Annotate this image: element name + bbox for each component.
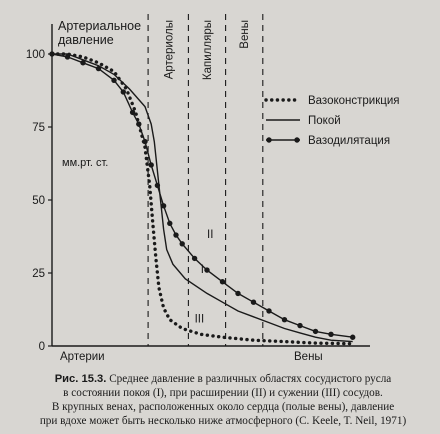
legend-label: Вазодилятация: [308, 135, 390, 147]
series-line-rest: [52, 53, 353, 343]
series-point-vasodilation: [120, 89, 127, 95]
legend-label: Вазоконстрикция: [308, 95, 400, 107]
region-label: Артериолы: [163, 20, 175, 79]
series-point-vasodilation: [136, 121, 142, 127]
y-label-line2: давление: [58, 33, 114, 47]
series-point-vasodilation: [142, 138, 148, 145]
series-point-vasodilation: [219, 279, 226, 285]
y-ticks: 0 25 50 75 100: [26, 49, 52, 353]
series-point-vasodilation: [95, 65, 102, 72]
caption-text-1: Среднее давление в различных областях со…: [106, 373, 392, 385]
series-point-vasodilation: [154, 182, 161, 189]
series-point-vasodilation: [297, 322, 303, 329]
legend: Вазоконстрикция Покой Вазодилятация: [264, 95, 400, 147]
caption-lead: Рис. 15.3.: [54, 373, 107, 385]
y-tick-label: 75: [32, 122, 45, 134]
series-point-vasodilation: [80, 60, 86, 66]
caption-line-4: при вдохе может быть несколько ниже атмо…: [39, 415, 407, 427]
y-tick-label: 0: [39, 341, 45, 353]
series-point-vasodilation: [312, 328, 319, 335]
x-start-label: Артерии: [60, 351, 105, 363]
series-point-vasodilation: [328, 331, 334, 338]
axes: [51, 24, 370, 347]
series-point-vasodilation: [129, 109, 136, 116]
region-boundaries: Артериолы Капилляры Вены: [147, 14, 264, 346]
series-point-vasodilation: [49, 51, 55, 57]
unit-label: мм.рт. ст.: [62, 157, 108, 169]
series-point-vasodilation: [148, 162, 154, 168]
series-point-vasodilation: [160, 203, 167, 209]
series-point-vasodilation: [235, 290, 241, 297]
figure-caption: Рис. 15.3. Среднее давление в различных …: [18, 372, 428, 428]
series-point-vasodilation: [350, 334, 356, 340]
curve-roman-label: I: [201, 264, 204, 276]
y-tick-label: 25: [32, 268, 45, 280]
legend-dot-vasodilation: [294, 137, 300, 143]
y-tick-label: 50: [32, 195, 45, 207]
y-tick-label: 100: [26, 49, 45, 61]
series-point-vasodilation: [250, 299, 257, 305]
caption-line-2: в состоянии покоя (I), при расширении (I…: [63, 387, 383, 399]
series-point-vasodilation: [64, 54, 71, 60]
legend-dot-vasodilation: [266, 137, 272, 143]
series-point-vasodilation: [266, 308, 272, 314]
labels: Артериальное давление мм.рт. ст. Артерии…: [58, 19, 323, 363]
caption-line-3: В крупных венах, расположенных около сер…: [51, 401, 395, 413]
series-point-vasodilation: [191, 255, 198, 262]
series-point-vasodilation: [179, 241, 185, 247]
series-point-vasodilation: [281, 317, 288, 323]
x-end-label: Вены: [294, 351, 323, 363]
series-point-vasodilation: [167, 220, 173, 227]
series-point-vasodilation: [173, 232, 179, 238]
series-point-vasodilation: [204, 267, 210, 273]
legend-label: Покой: [308, 115, 341, 127]
curve-roman-label: III: [195, 314, 205, 326]
series-point-vasodilation: [111, 77, 117, 83]
curve-roman-label: II: [207, 229, 213, 241]
y-label-line1: Артериальное: [58, 19, 141, 33]
caption-line-1: Рис. 15.3. Среднее давление в различных …: [18, 372, 428, 386]
region-label: Капилляры: [202, 20, 214, 80]
region-label: Вены: [239, 20, 251, 49]
